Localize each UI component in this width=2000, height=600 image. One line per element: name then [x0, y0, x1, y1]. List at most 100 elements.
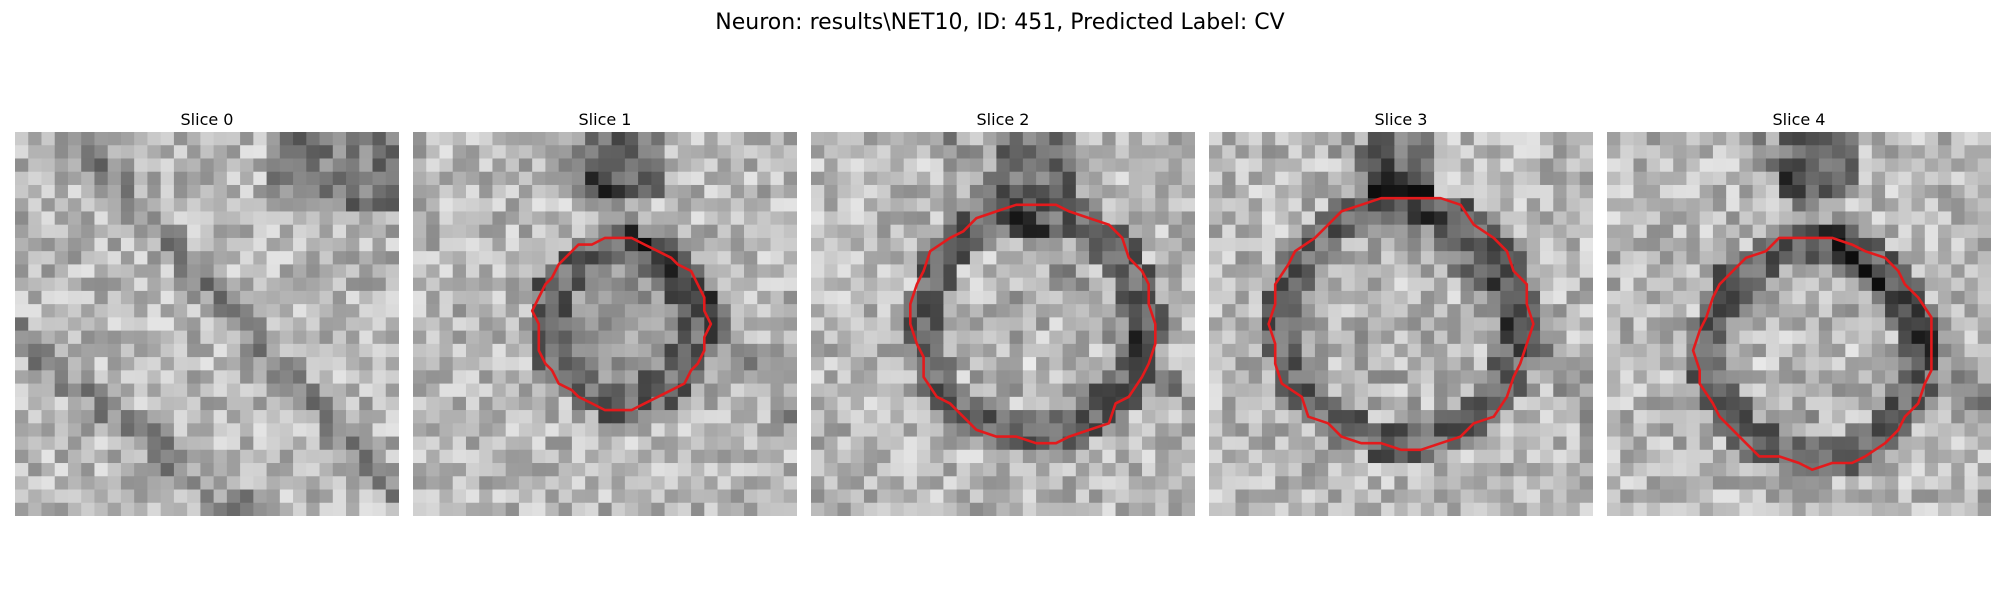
pixel — [41, 502, 56, 516]
pixel — [956, 449, 971, 464]
pixel — [54, 357, 69, 371]
pixel — [1420, 370, 1435, 385]
pixel — [1911, 502, 1926, 516]
pixel — [1009, 290, 1024, 305]
pixel — [1181, 423, 1195, 438]
pixel — [1871, 237, 1886, 252]
pixel — [1089, 370, 1103, 385]
pixel — [1579, 251, 1593, 265]
pixel — [187, 184, 201, 199]
pixel — [1314, 423, 1329, 438]
pixel — [585, 357, 599, 371]
pixel — [677, 463, 692, 477]
pixel — [1566, 383, 1581, 398]
pixel — [1805, 502, 1820, 516]
pixel — [306, 383, 321, 398]
pixel — [1394, 383, 1409, 398]
pixel — [532, 171, 546, 186]
pixel — [1911, 343, 1926, 358]
pixel — [147, 396, 162, 411]
pixel — [1447, 277, 1462, 292]
pixel — [67, 410, 82, 424]
pixel — [1500, 198, 1515, 212]
pixel — [1938, 357, 1952, 371]
segmentation-outline — [530, 236, 713, 412]
pixel — [1075, 264, 1090, 279]
pixel — [15, 145, 29, 159]
pixel — [1553, 290, 1568, 305]
pixel — [1049, 277, 1064, 292]
pixel — [611, 304, 626, 318]
pixel — [1540, 476, 1554, 491]
pixel — [1248, 357, 1263, 371]
pixel — [1951, 277, 1966, 292]
pixel — [1712, 489, 1727, 504]
pixel — [1566, 237, 1581, 252]
pixel — [1222, 489, 1236, 504]
pixel — [850, 502, 865, 516]
pixel — [651, 463, 666, 477]
pixel — [1181, 158, 1195, 173]
pixel — [1341, 370, 1356, 385]
pixel — [1275, 489, 1289, 504]
pixel — [1394, 251, 1409, 265]
pixel — [677, 211, 692, 226]
pixel — [306, 423, 321, 438]
pixel — [1275, 158, 1289, 173]
pixel — [1394, 158, 1409, 173]
pixel — [1513, 489, 1528, 504]
pixel — [1142, 264, 1156, 279]
pixel — [1394, 502, 1409, 516]
pixel — [1607, 290, 1621, 305]
pixel — [983, 449, 997, 464]
pixel — [120, 251, 135, 265]
pixel — [187, 383, 201, 398]
pixel — [1155, 463, 1170, 477]
pixel — [890, 463, 905, 477]
pixel — [1818, 476, 1833, 491]
pixel — [1938, 251, 1952, 265]
pixel — [571, 330, 586, 345]
pixel — [783, 343, 797, 358]
pixel — [439, 476, 454, 491]
pixel — [1607, 158, 1621, 173]
pixel — [1155, 396, 1170, 411]
pixel — [1845, 290, 1860, 305]
pixel — [28, 264, 42, 279]
pixel — [1686, 317, 1701, 332]
pixel — [1407, 343, 1422, 358]
pixel — [850, 304, 865, 318]
pixel — [1209, 330, 1223, 345]
pixel — [1407, 290, 1422, 305]
pixel — [1579, 132, 1593, 146]
pixel — [1487, 396, 1501, 411]
pixel — [969, 224, 984, 239]
pixel — [1128, 330, 1143, 345]
pixel — [1699, 251, 1714, 265]
pixel — [385, 343, 399, 358]
pixel — [1089, 396, 1103, 411]
pixel — [1553, 211, 1568, 226]
pixel — [1607, 251, 1621, 265]
pixel — [1832, 198, 1846, 212]
pixel — [1526, 277, 1541, 292]
pixel — [1036, 357, 1050, 371]
pixel — [1659, 423, 1674, 438]
pixel — [372, 370, 387, 385]
pixel — [1420, 158, 1435, 173]
pixel — [505, 304, 520, 318]
pixel — [969, 449, 984, 464]
pixel — [413, 171, 427, 186]
pixel — [319, 132, 334, 146]
pixel — [147, 330, 162, 345]
pixel — [187, 330, 201, 345]
pixel — [1540, 396, 1554, 411]
pixel — [863, 277, 878, 292]
pixel — [916, 145, 931, 159]
pixel — [134, 343, 148, 358]
pixel — [996, 145, 1011, 159]
pixel — [783, 383, 797, 398]
pixel — [1805, 423, 1820, 438]
pixel — [120, 290, 135, 305]
pixel — [200, 502, 215, 516]
